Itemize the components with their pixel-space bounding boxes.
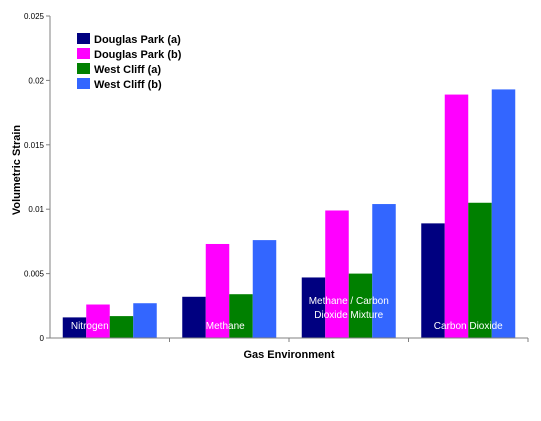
bar bbox=[205, 243, 230, 338]
x-ticks-group bbox=[169, 338, 529, 342]
legend-label: West Cliff (a) bbox=[94, 64, 161, 76]
bar bbox=[491, 89, 516, 338]
x-axis-title: Gas Environment bbox=[243, 349, 334, 361]
y-ticks-group: 0 0.005 0.01 0.015 0.02 0.025 bbox=[24, 12, 50, 343]
bar bbox=[301, 277, 326, 338]
bar bbox=[62, 317, 87, 338]
bar bbox=[229, 294, 253, 338]
legend-swatch bbox=[77, 48, 90, 59]
category-label: Nitrogen bbox=[71, 321, 109, 332]
legend-label: Douglas Park (b) bbox=[94, 49, 182, 61]
bar bbox=[372, 204, 396, 338]
bar bbox=[182, 296, 206, 338]
legend-swatch bbox=[77, 63, 90, 74]
bar bbox=[468, 202, 492, 338]
category-labels-group: Nitrogen Methane Methane / Carbon Dioxide M… bbox=[71, 296, 503, 332]
y-tick-label: 0.02 bbox=[28, 76, 44, 85]
bar bbox=[348, 273, 373, 338]
legend-label: West Cliff (b) bbox=[94, 79, 162, 91]
y-axis-title: Volumetric Strain bbox=[11, 125, 23, 216]
category-label: Carbon Dioxide bbox=[434, 321, 503, 332]
category-label: Methane / Carbon bbox=[309, 296, 389, 307]
y-tick-label: 0 bbox=[40, 334, 45, 343]
legend-swatch bbox=[77, 33, 90, 44]
legend: Douglas Park (a) Douglas Park (b) West Cli… bbox=[77, 33, 182, 91]
bar bbox=[86, 304, 110, 338]
bar bbox=[325, 210, 349, 338]
y-tick-label: 0.025 bbox=[24, 12, 45, 21]
y-tick-label: 0.01 bbox=[28, 205, 44, 214]
bar bbox=[252, 240, 277, 338]
legend-label: Douglas Park (a) bbox=[94, 34, 181, 46]
bar bbox=[421, 223, 445, 338]
y-tick-label: 0.015 bbox=[24, 141, 45, 150]
category-label: Dioxide Mixture bbox=[314, 310, 383, 321]
bar bbox=[444, 94, 469, 339]
bars-group bbox=[62, 89, 516, 339]
bar bbox=[133, 303, 157, 338]
legend-swatch bbox=[77, 78, 90, 89]
category-label: Methane bbox=[206, 321, 245, 332]
y-tick-label: 0.005 bbox=[24, 270, 45, 279]
bar bbox=[109, 316, 134, 338]
